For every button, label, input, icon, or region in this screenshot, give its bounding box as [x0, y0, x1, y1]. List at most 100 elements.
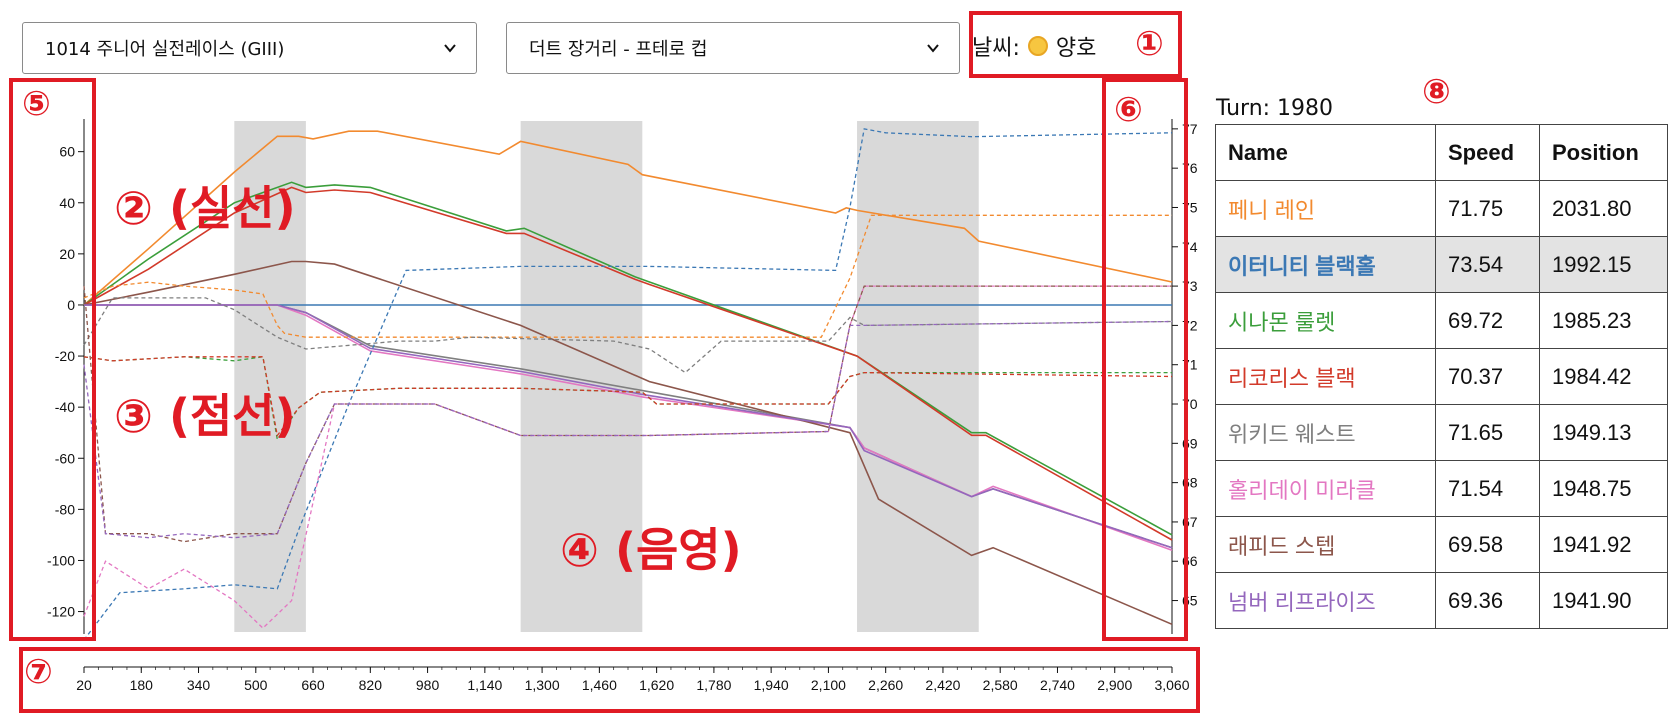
x-axis-tick-label: 500 [244, 677, 268, 693]
x-axis-tick-label: 980 [416, 677, 440, 693]
table-row: 홀리데이 미라클 71.54 1948.75 [1215, 460, 1668, 517]
left-axis-tick-label: 0 [67, 297, 75, 313]
dotted-series-line [83, 356, 1173, 438]
results-table: Name Speed Position 페니 레인 71.75 2031.80 이터니… [1215, 124, 1668, 629]
annotation-5: ⑤ [22, 84, 51, 124]
annotation-box-weather [969, 11, 1182, 78]
annotation-box-right-axis [1102, 78, 1188, 641]
x-axis-tick-label: 1,460 [582, 677, 617, 693]
table-row: 래피드 스텝 69.58 1941.92 [1215, 516, 1668, 573]
table-row: 리코리스 블랙 70.37 1984.42 [1215, 348, 1668, 405]
table-row: 넘버 리프라이즈 69.36 1941.90 [1215, 572, 1668, 629]
course-select-value: 더트 장거리 - 프테로 컵 [529, 39, 708, 60]
annotation-3: ③ (점선) [114, 389, 296, 443]
chevron-down-icon [927, 44, 939, 53]
x-axis-tick-label: 340 [187, 677, 211, 693]
table-cell-name: 시나몬 룰렛 [1215, 292, 1436, 349]
x-axis-tick-label: 1,140 [467, 677, 502, 693]
annotation-7: ⑦ [24, 652, 53, 692]
table-cell-name: 래피드 스텝 [1215, 516, 1436, 573]
solid-series-line [84, 304, 1173, 549]
table-cell-name: 리코리스 블랙 [1215, 348, 1436, 405]
table-row: 위키드 웨스트 71.65 1949.13 [1215, 404, 1668, 461]
header-name: Name [1215, 124, 1436, 181]
weather-value: 양호 [1055, 36, 1097, 61]
x-axis-tick-label: 820 [359, 677, 383, 693]
table-row: 시나몬 룰렛 69.72 1985.23 [1215, 292, 1668, 349]
left-axis-tick-label: -60 [55, 450, 75, 466]
x-axis-tick-label: 3,060 [1154, 677, 1189, 693]
left-axis-tick-label: -80 [55, 501, 75, 517]
table-cell-name: 넘버 리프라이즈 [1215, 572, 1436, 629]
table-cell-position: 1941.90 [1539, 572, 1668, 629]
table-cell-speed: 73.54 [1435, 236, 1540, 293]
dotted-series-line [83, 297, 1173, 374]
table-cell-position: 1992.15 [1539, 236, 1668, 293]
table-cell-speed: 71.75 [1435, 180, 1540, 237]
solid-series-line [83, 130, 1173, 306]
dotted-series-line [83, 320, 1173, 539]
annotation-4: ④ (음영) [560, 523, 742, 577]
shaded-range [520, 121, 643, 632]
table-cell-speed: 69.36 [1435, 572, 1540, 629]
shaded-range [857, 121, 979, 632]
table-cell-position: 1949.13 [1539, 404, 1668, 461]
solid-series-line [83, 260, 1173, 626]
course-select[interactable]: 더트 장거리 - 프테로 컵 [506, 22, 960, 74]
table-cell-name: 홀리데이 미라클 [1215, 460, 1436, 517]
turn-label: Turn: 1980 [1216, 96, 1334, 121]
header-speed: Speed [1435, 124, 1540, 181]
header-position: Position [1539, 124, 1668, 181]
table-cell-name: 페니 레인 [1215, 180, 1436, 237]
table-cell-speed: 70.37 [1435, 348, 1540, 405]
sun-icon [1027, 36, 1048, 56]
table-cell-speed: 69.72 [1435, 292, 1540, 349]
table-cell-position: 2031.80 [1539, 180, 1668, 237]
race-chart: 6040200-20-40-60-80-100-1207776757473727… [47, 119, 1198, 693]
left-axis-tick-label: -100 [47, 552, 75, 568]
dotted-series-line [83, 128, 1173, 641]
x-axis-tick-label: 20 [76, 677, 92, 693]
left-axis-tick-label: 20 [59, 246, 75, 262]
x-axis-tick-label: 1,780 [696, 677, 731, 693]
table-cell-speed: 69.58 [1435, 516, 1540, 573]
table-row: 페니 레인 71.75 2031.80 [1215, 180, 1668, 237]
x-axis-tick-label: 2,580 [983, 677, 1018, 693]
annotation-8: ⑧ [1422, 72, 1451, 112]
x-axis-tick-label: 180 [130, 677, 154, 693]
table-row: 이터니티 블랙홀 73.54 1992.15 [1215, 236, 1668, 293]
x-axis-tick-label: 2,260 [868, 677, 903, 693]
x-axis-tick-label: 2,740 [1040, 677, 1075, 693]
table-cell-position: 1985.23 [1539, 292, 1668, 349]
weather-label: 날씨: [972, 36, 1020, 61]
table-header-row: Name Speed Position [1215, 124, 1668, 181]
x-axis-tick-label: 2,900 [1097, 677, 1132, 693]
chevron-down-icon [444, 44, 456, 53]
left-axis-tick-label: -40 [55, 399, 75, 415]
annotation-6: ⑥ [1114, 90, 1143, 130]
table-cell-position: 1941.92 [1539, 516, 1668, 573]
table-cell-name: 이터니티 블랙홀 [1215, 236, 1436, 293]
table-cell-name: 위키드 웨스트 [1215, 404, 1436, 461]
table-cell-position: 1948.75 [1539, 460, 1668, 517]
x-axis-tick-label: 1,620 [639, 677, 674, 693]
table-cell-position: 1984.42 [1539, 348, 1668, 405]
race-select[interactable]: 1014 주니어 실전레이스 (GIII) [22, 22, 477, 74]
x-axis-tick-label: 660 [301, 677, 325, 693]
annotation-box-left-axis [9, 78, 96, 641]
shaded-range [234, 121, 306, 632]
table-cell-speed: 71.65 [1435, 404, 1540, 461]
x-axis-tick-label: 1,940 [754, 677, 789, 693]
left-axis-tick-label: -120 [47, 604, 75, 620]
solid-series-line [83, 186, 1173, 541]
annotation-1: ① [1135, 24, 1164, 64]
weather-display: 날씨: 양호 [972, 30, 1096, 62]
table-cell-speed: 71.54 [1435, 460, 1540, 517]
left-axis-tick-label: 40 [59, 195, 75, 211]
solid-series-line [83, 181, 1173, 536]
left-axis-tick-label: -20 [55, 348, 75, 364]
race-select-value: 1014 주니어 실전레이스 (GIII) [45, 39, 285, 60]
x-axis-tick-label: 1,300 [525, 677, 560, 693]
x-axis-tick-label: 2,100 [811, 677, 846, 693]
annotation-box-x-axis [19, 647, 1200, 713]
